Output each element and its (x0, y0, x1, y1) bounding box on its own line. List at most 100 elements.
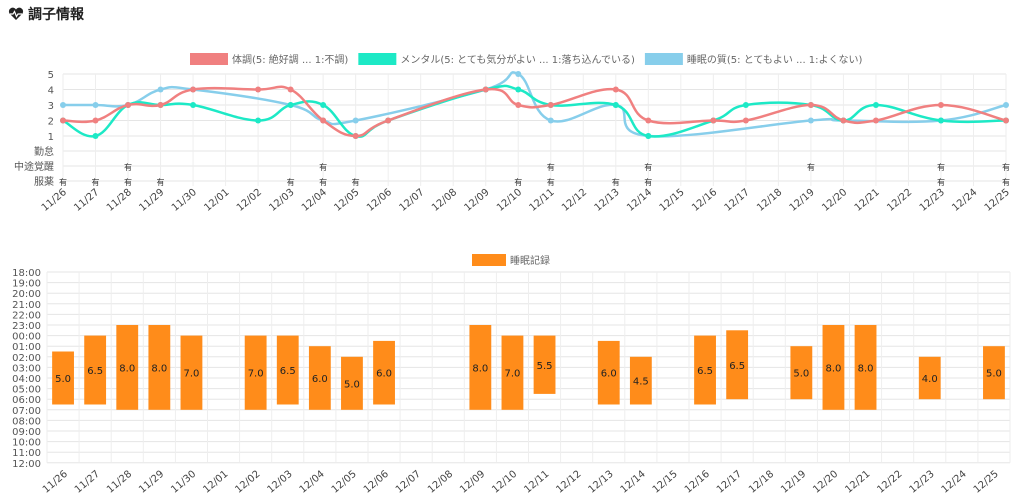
data-point[interactable] (645, 133, 652, 139)
data-point[interactable] (320, 102, 327, 108)
data-point[interactable] (840, 117, 847, 124)
page-header: 調子情報 (8, 4, 84, 24)
data-point[interactable] (515, 71, 522, 77)
data-point[interactable] (125, 102, 132, 108)
x-tick-label: 12/17 (723, 187, 752, 214)
x-tick-label: 12/19 (779, 469, 808, 496)
data-point[interactable] (612, 86, 619, 93)
sleep-bar[interactable]: 5.5 (533, 335, 556, 394)
legend[interactable]: 睡眠記録 (472, 254, 550, 267)
data-point[interactable] (60, 102, 66, 108)
x-tick-label: 11/27 (73, 469, 102, 496)
legend-item[interactable]: メンタル(5: とても気分がよい ... 1:落ち込んでいる) (358, 53, 635, 66)
y-tick-label: 01:00 (12, 342, 41, 353)
data-point[interactable] (645, 117, 652, 124)
bar-rect (597, 340, 620, 405)
sleep-bar[interactable]: 6.0 (373, 340, 395, 405)
flag-mark: 有 (157, 177, 165, 187)
data-point[interactable] (872, 117, 879, 124)
x-tick-label: 12/16 (690, 187, 719, 214)
data-point[interactable] (807, 102, 814, 108)
sleep-bar[interactable]: 8.0 (854, 325, 877, 410)
data-point[interactable] (190, 102, 197, 108)
data-point[interactable] (352, 133, 359, 139)
data-point[interactable] (287, 86, 294, 93)
data-point[interactable] (515, 86, 522, 93)
sleep-bar[interactable]: 6.0 (308, 346, 331, 410)
bar-rect (694, 335, 716, 405)
series-line (62, 84, 1007, 138)
flag-mark: 有 (352, 177, 360, 187)
data-point[interactable] (190, 86, 197, 93)
sleep-bar[interactable]: 4.5 (629, 356, 652, 405)
data-point[interactable] (157, 102, 164, 108)
x-tick-label: 12/03 (267, 187, 296, 214)
sleep-bar[interactable]: 8.0 (469, 325, 492, 410)
condition-line-chart: 体調(5: 絶好調 ... 1:不調) メンタル(5: とても気分がよい ... … (14, 53, 1012, 214)
data-point[interactable] (482, 86, 489, 93)
legend-item[interactable]: 睡眠の質(5: とてもよい ... 1:よくない) (644, 53, 863, 66)
data-point[interactable] (352, 117, 359, 124)
bar-value-label: 6.5 (697, 366, 713, 377)
bar-value-label: 6.0 (601, 369, 617, 380)
flag-mark: 有 (319, 177, 327, 187)
sleep-bar[interactable]: 6.0 (597, 340, 620, 405)
sleep-bar[interactable]: 7.0 (180, 335, 203, 410)
sleep-bar[interactable]: 5.0 (341, 356, 363, 410)
data-point[interactable] (742, 102, 749, 108)
x-tick-label: 12/08 (426, 469, 455, 496)
x-tick-label: 12/04 (298, 469, 327, 496)
x-tick-label: 11/29 (137, 187, 166, 214)
y-tick-label: 5 (48, 70, 54, 81)
bar-value-label: 8.0 (119, 363, 135, 374)
data-point[interactable] (1003, 117, 1009, 124)
x-tick-label: 12/10 (495, 187, 524, 214)
data-point[interactable] (515, 102, 522, 108)
bar-value-label: 6.5 (729, 361, 745, 372)
data-point[interactable] (92, 133, 99, 139)
data-point[interactable] (937, 102, 944, 108)
data-point[interactable] (92, 102, 99, 108)
data-point[interactable] (92, 117, 99, 124)
legend[interactable]: 体調(5: 絶好調 ... 1:不調) メンタル(5: とても気分がよい ... … (190, 53, 863, 66)
bar-rect (116, 325, 139, 410)
data-point[interactable] (320, 117, 327, 124)
data-point[interactable] (255, 86, 262, 93)
x-tick-label: 12/16 (683, 469, 712, 496)
sleep-bar[interactable]: 8.0 (148, 325, 171, 410)
data-point[interactable] (710, 117, 717, 124)
sleep-bar[interactable]: 7.0 (501, 335, 524, 410)
data-point[interactable] (937, 117, 944, 124)
x-tick-label: 12/09 (458, 469, 487, 496)
data-point[interactable] (385, 117, 392, 124)
flag-mark: 有 (937, 162, 945, 172)
data-point[interactable] (547, 117, 554, 124)
sleep-bar[interactable]: 6.5 (694, 335, 716, 405)
data-point[interactable] (60, 117, 66, 124)
sleep-bar[interactable]: 6.5 (84, 335, 107, 405)
sleep-bar[interactable]: 5.0 (790, 346, 813, 400)
bar-rect (469, 325, 492, 410)
sleep-bar[interactable]: 5.0 (983, 346, 1005, 400)
sleep-bar[interactable]: 6.5 (276, 335, 299, 405)
data-point[interactable] (287, 102, 294, 108)
legend-item[interactable]: 体調(5: 絶好調 ... 1:不調) (190, 53, 348, 66)
data-point[interactable] (1003, 102, 1009, 108)
x-tick-label: 12/05 (330, 469, 359, 496)
y-tick-label: 18:00 (12, 268, 41, 279)
data-point[interactable] (872, 102, 879, 108)
sleep-bar[interactable]: 5.0 (52, 351, 74, 405)
x-tick-label: 12/02 (233, 469, 262, 496)
sleep-bar[interactable]: 6.5 (726, 330, 749, 400)
data-point[interactable] (612, 102, 619, 108)
data-point[interactable] (807, 117, 814, 124)
sleep-bar[interactable]: 8.0 (822, 325, 845, 410)
data-point[interactable] (157, 86, 164, 93)
bar-value-label: 4.0 (922, 374, 938, 385)
sleep-bar[interactable]: 4.0 (918, 356, 941, 400)
data-point[interactable] (742, 117, 749, 124)
data-point[interactable] (547, 102, 554, 108)
sleep-bar[interactable]: 7.0 (244, 335, 267, 410)
data-point[interactable] (255, 117, 262, 124)
sleep-bar[interactable]: 8.0 (116, 325, 139, 410)
